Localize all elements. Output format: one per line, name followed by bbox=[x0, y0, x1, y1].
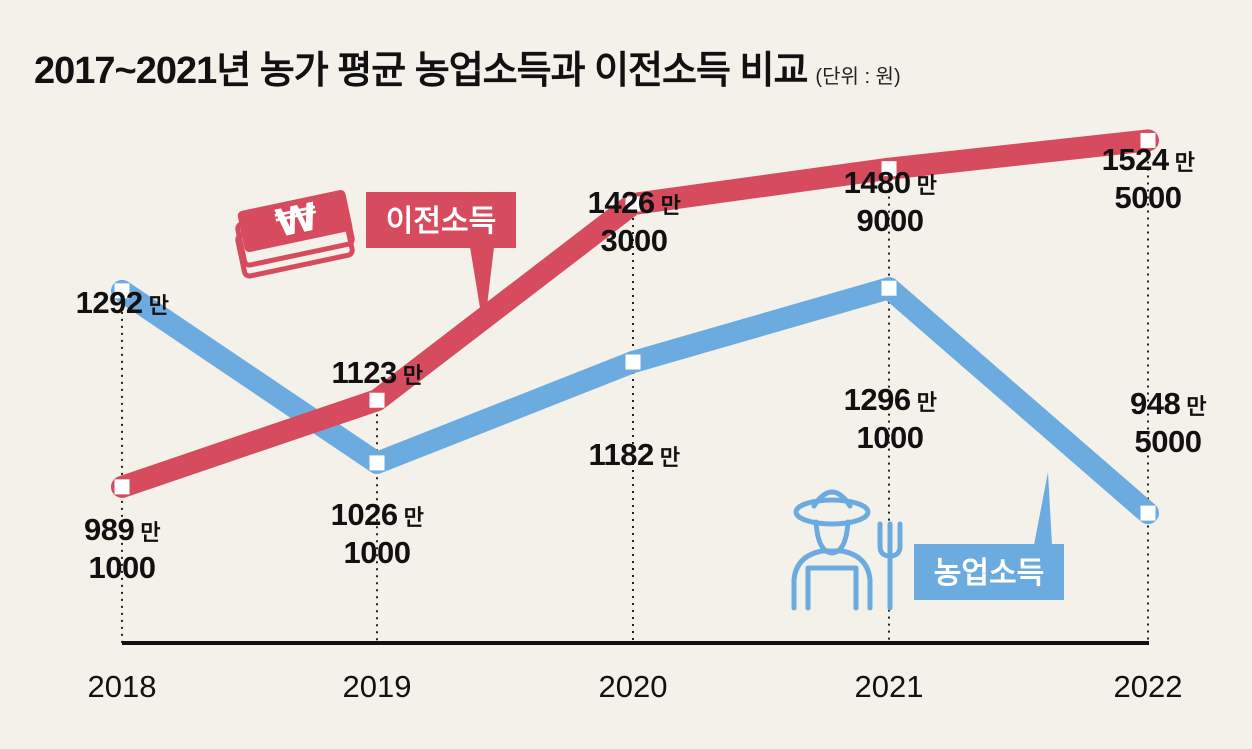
chart-title: 2017~2021년 농가 평균 농업소득과 이전소득 비교 (단위 : 원) bbox=[34, 39, 901, 94]
x-tick-2019: 2019 bbox=[343, 669, 412, 704]
svg-text:₩: ₩ bbox=[272, 194, 322, 246]
transfer-value-label-2021: 1480 만 9000 bbox=[844, 165, 937, 238]
farm-legend-pointer bbox=[1034, 472, 1052, 545]
transfer-marker-2022 bbox=[1140, 132, 1156, 148]
farm-value-label-2019: 1026 만 1000 bbox=[331, 497, 424, 570]
legend-transfer: ₩ 이전소득 bbox=[235, 189, 516, 332]
data-labels: 989 만 1000 1123 만 1426 만 3000 1480 만 9000 1524 만 5000… bbox=[76, 142, 1207, 585]
farm-marker-2020 bbox=[625, 354, 641, 370]
farm-value-label-2021: 1296 만 1000 bbox=[844, 382, 937, 455]
unit-label: (단위 : 원) bbox=[815, 66, 901, 88]
data-markers bbox=[114, 132, 1156, 521]
transfer-marker-2020 bbox=[625, 196, 641, 212]
farm-marker-2021 bbox=[881, 280, 897, 296]
money-stack-icon: ₩ bbox=[235, 189, 355, 279]
transfer-legend-box bbox=[366, 192, 516, 248]
farm-value-label-2022: 948 만 5000 bbox=[1130, 386, 1206, 459]
x-tick-2018: 2018 bbox=[88, 669, 157, 704]
transfer-legend-label: 이전소득 bbox=[386, 205, 496, 238]
transfer-value-label-2022: 1524 만 5000 bbox=[1102, 142, 1195, 215]
farm-legend-box bbox=[914, 544, 1064, 600]
legend-farm: 농업소득 bbox=[791, 472, 1064, 611]
farm-income-line bbox=[111, 277, 1159, 525]
x-tick-2022: 2022 bbox=[1114, 669, 1183, 704]
chart-title-text: 2017~2021년 농가 평균 농업소득과 이전소득 비교 bbox=[34, 50, 808, 92]
farmer-icon bbox=[791, 489, 903, 611]
x-tick-labels: 2018 2019 2020 2021 2022 bbox=[88, 669, 1183, 704]
farm-legend-label: 농업소득 bbox=[934, 557, 1044, 590]
farm-value-label-2018: 1292 만 bbox=[76, 285, 169, 320]
x-tick-2020: 2020 bbox=[599, 669, 668, 704]
farm-marker-2018 bbox=[114, 283, 130, 299]
transfer-legend-pointer bbox=[470, 247, 494, 332]
transfer-value-label-2019: 1123 만 bbox=[331, 355, 422, 390]
transfer-marker-2019 bbox=[369, 392, 385, 408]
transfer-value-label-2018: 989 만 1000 bbox=[84, 512, 160, 585]
x-tick-2021: 2021 bbox=[855, 669, 924, 704]
transfer-marker-2018 bbox=[114, 479, 130, 495]
farm-marker-2022 bbox=[1140, 505, 1156, 521]
farm-marker-2019 bbox=[369, 455, 385, 471]
farm-value-label-2020: 1182 만 bbox=[588, 437, 679, 472]
transfer-value-label-2020: 1426 만 3000 bbox=[588, 185, 681, 258]
guide-lines bbox=[121, 140, 1149, 643]
transfer-marker-2021 bbox=[881, 161, 897, 177]
